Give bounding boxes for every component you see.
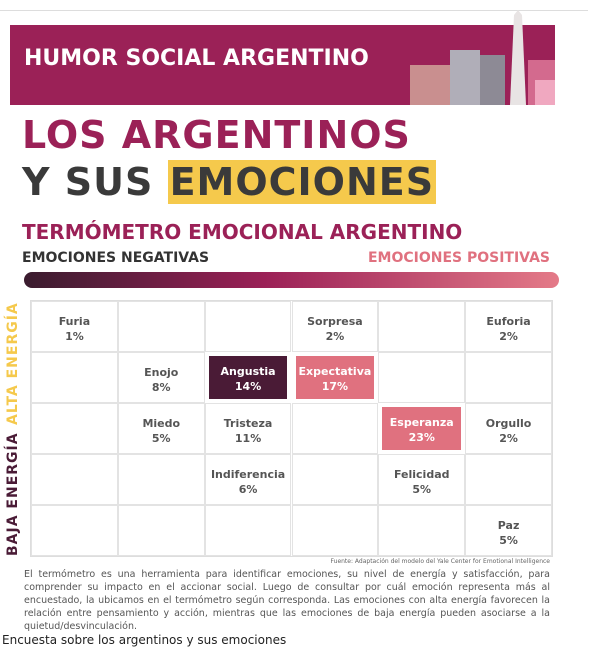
grid-cell: Indiferencia 6%	[204, 454, 292, 505]
grid-cell	[204, 505, 292, 556]
emotion-value: 11%	[234, 432, 262, 445]
emotion-label: Orgullo	[485, 417, 532, 430]
emotion-value: 14%	[234, 380, 262, 393]
skyline	[410, 10, 555, 105]
emotion-value: 2%	[499, 330, 518, 343]
headline-text: Y SUS	[22, 160, 154, 204]
source: Fuente: Adaptación del modelo del Yale C…	[330, 558, 550, 565]
grid-cell	[31, 454, 118, 505]
grid-cell: Expectativa 17%	[291, 352, 379, 403]
grid-cell: Tristeza 11%	[204, 403, 292, 454]
grid-cell: Paz 5%	[465, 505, 552, 556]
grid-cell: Orgullo 2%	[465, 403, 552, 454]
description: El termómetro es una herramienta para id…	[24, 569, 550, 632]
emotion-value: 1%	[65, 330, 84, 343]
grid-cell: Esperanza 23%	[378, 403, 466, 454]
headline: LOS ARGENTINOS	[22, 113, 411, 157]
grid-cell	[31, 352, 118, 403]
card	[0, 10, 588, 626]
grid-cell	[465, 454, 552, 505]
grid-cell	[291, 505, 379, 556]
axis-label: BAJA ENERGÍA	[5, 432, 21, 556]
emotion-label: Sorpresa	[307, 315, 363, 328]
emotion-label: Tristeza	[223, 417, 273, 430]
grid-cell	[291, 403, 379, 454]
caption: Encuesta sobre los argentinos y sus emoc…	[2, 633, 287, 647]
emotion-label: Felicidad	[393, 468, 450, 481]
emotion-value: 2%	[325, 330, 345, 343]
grid-cell	[291, 454, 379, 505]
grid-cell	[31, 403, 118, 454]
emotion-value: 23%	[408, 431, 435, 444]
grid-cell: Miedo 5%	[117, 403, 205, 454]
emotion-label: Miedo	[142, 417, 181, 430]
emotion-value: 5%	[412, 483, 432, 496]
grid-cell	[31, 505, 118, 556]
grid-cell: Felicidad 5%	[378, 454, 466, 505]
emotion-label: Euforia	[486, 315, 531, 328]
subtitle: TERMÓMETRO EMOCIONAL ARGENTINO	[22, 220, 463, 244]
grid-cell	[117, 505, 205, 556]
grid-cell: Sorpresa 2%	[291, 301, 379, 352]
header-title: HUMOR SOCIAL ARGENTINO	[24, 46, 369, 71]
emotion-label: Furia	[58, 315, 91, 328]
emotion-label: Paz	[497, 519, 520, 532]
grid-cell	[465, 352, 552, 403]
grid-cell	[204, 301, 292, 352]
grid-cell	[378, 505, 466, 556]
grid-cell	[378, 301, 466, 352]
emotion-value: 5%	[151, 432, 171, 445]
scale-label: EMOCIONES NEGATIVAS	[22, 250, 210, 266]
emotion-label: Expectativa	[298, 365, 372, 378]
emotion-value: 17%	[321, 380, 349, 393]
emotion-grid: Furia 1% Sorpresa 2% Euforia 2% Enojo 8% Angusti…	[30, 300, 553, 557]
gradient-bar	[24, 272, 559, 288]
grid-cell: Euforia 2%	[465, 301, 552, 352]
emotion-label: Enojo	[144, 366, 179, 379]
header-band	[10, 10, 555, 105]
emotion-label: Esperanza	[389, 416, 454, 429]
grid-cell: Furia 1%	[31, 301, 118, 352]
emotion-value: 8%	[151, 381, 171, 394]
emotion-label: Angustia	[220, 365, 276, 378]
grid-cell: Enojo 8%	[117, 352, 205, 403]
grid-cell	[378, 352, 466, 403]
scale-label: EMOCIONES POSITIVAS	[367, 250, 550, 266]
grid-cell	[117, 301, 205, 352]
headline-highlight: EMOCIONES	[167, 160, 437, 204]
headline: Y SUS EMOCIONES	[22, 160, 437, 204]
emotion-label: Indiferencia	[210, 468, 286, 481]
axis-label: ALTA ENERGÍA	[5, 302, 21, 425]
emotion-value: 6%	[238, 483, 258, 496]
emotion-value: 2%	[499, 432, 518, 445]
grid-cell: Angustia 14%	[204, 352, 292, 403]
emotion-value: 5%	[499, 534, 518, 547]
grid-cell	[117, 454, 205, 505]
